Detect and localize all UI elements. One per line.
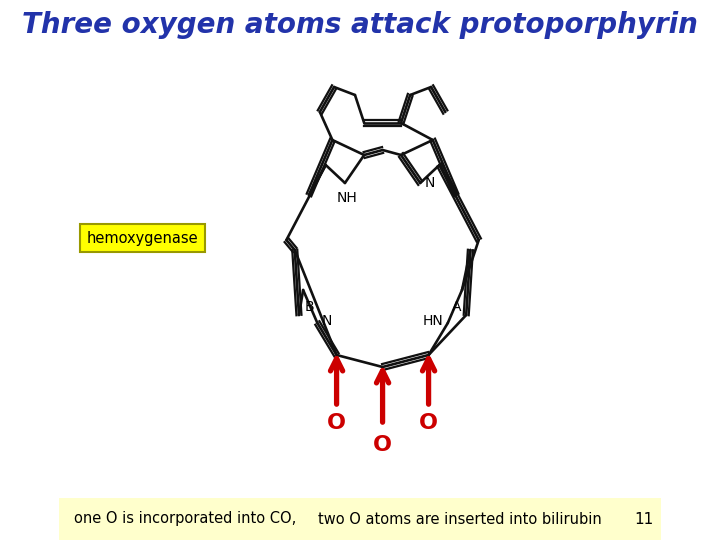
Text: one O is incorporated into CO,: one O is incorporated into CO, xyxy=(74,511,296,526)
Text: hemoxygenase: hemoxygenase xyxy=(86,231,199,246)
Text: two O atoms are inserted into bilirubin: two O atoms are inserted into bilirubin xyxy=(318,511,602,526)
FancyBboxPatch shape xyxy=(80,224,205,252)
Text: A: A xyxy=(451,300,461,314)
Text: O: O xyxy=(373,435,392,455)
Text: HN: HN xyxy=(423,314,444,328)
Text: Three oxygen atoms attack protoporphyrin: Three oxygen atoms attack protoporphyrin xyxy=(22,11,698,39)
Text: NH: NH xyxy=(336,191,357,205)
Text: O: O xyxy=(327,413,346,433)
Text: N: N xyxy=(322,314,332,328)
Text: 11: 11 xyxy=(635,511,654,526)
Text: N: N xyxy=(424,176,435,190)
Text: O: O xyxy=(419,413,438,433)
Text: B: B xyxy=(304,300,314,314)
FancyBboxPatch shape xyxy=(59,498,661,540)
